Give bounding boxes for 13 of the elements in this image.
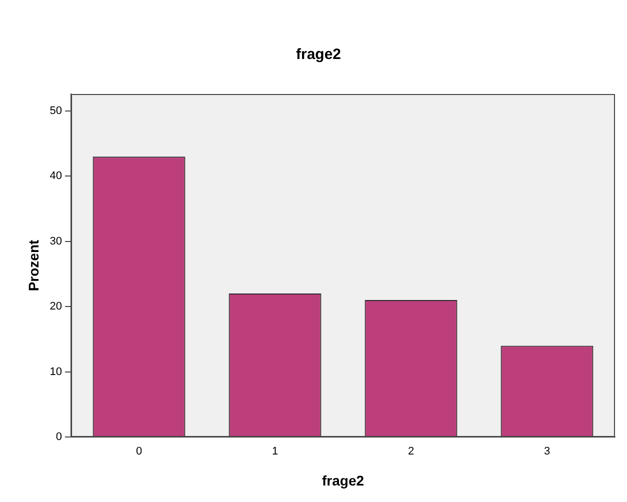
y-tick-label: 0 [56,431,62,444]
chart-title: frage2 [296,46,342,64]
y-tick-label: 10 [50,366,62,378]
y-axis-title: Prozent [25,239,42,292]
x-tick-label: 0 [136,446,142,458]
x-axis-title: frage2 [322,472,364,488]
x-tick-label: 1 [272,446,278,458]
x-tick-label: 3 [544,446,550,458]
y-tick-label: 30 [50,235,62,248]
y-tick-label: 40 [50,170,62,182]
x-tick-label: 2 [408,446,414,458]
y-tick-label: 50 [50,104,62,117]
y-tick-label: 20 [50,300,62,313]
